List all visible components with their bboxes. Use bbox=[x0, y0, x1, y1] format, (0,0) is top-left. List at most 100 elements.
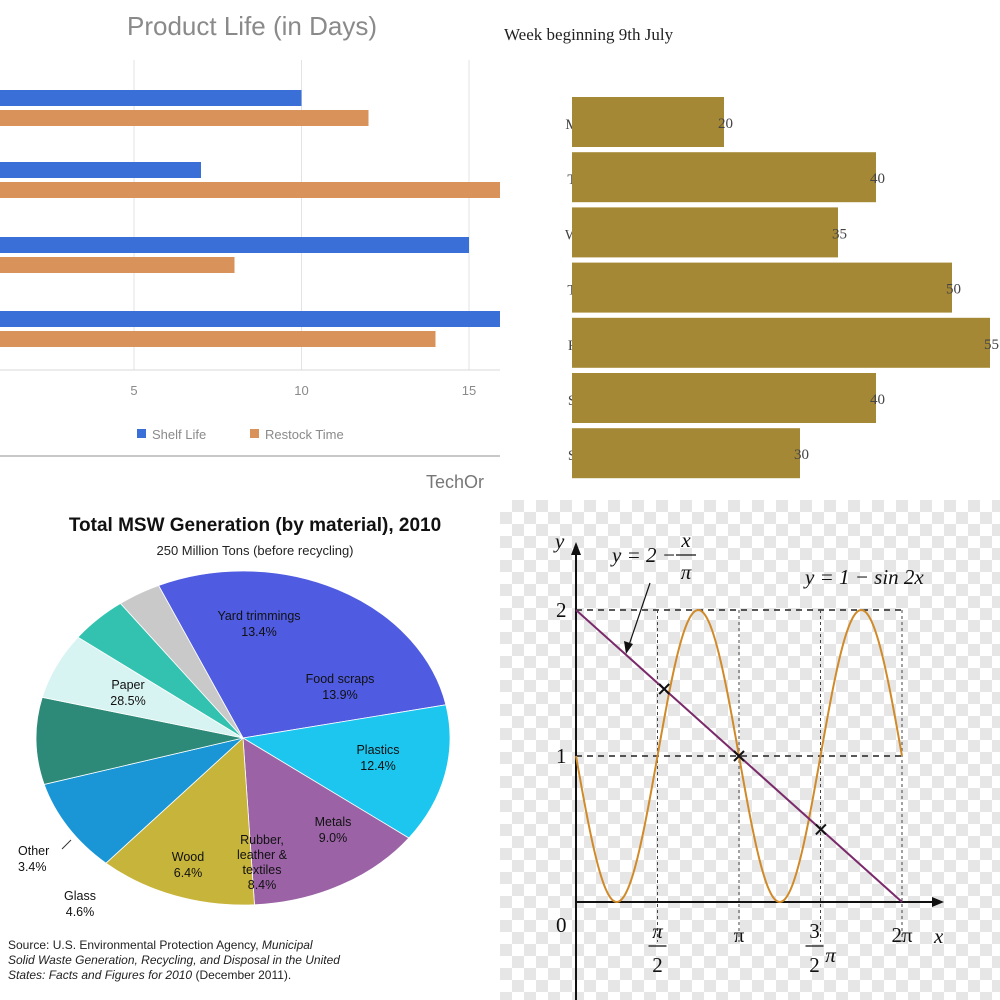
line-label-numerator: x bbox=[680, 528, 691, 552]
x-axis-arrow bbox=[932, 897, 944, 907]
source-suffix: (December 2011). bbox=[192, 968, 291, 982]
slice-label-line3: textiles bbox=[243, 863, 282, 877]
line-annotation: y = 2 − x π bbox=[610, 528, 696, 654]
x-tick-labels: 5 10 15 bbox=[130, 383, 476, 398]
slice-label: Metals bbox=[315, 815, 352, 829]
source-italic-1: Municipal bbox=[262, 938, 313, 952]
axes bbox=[571, 542, 944, 1000]
bar bbox=[572, 207, 838, 258]
bar bbox=[572, 97, 724, 147]
slice-label: Plastics bbox=[356, 743, 399, 757]
slice-percent: 3.4% bbox=[18, 860, 47, 874]
chart-subtitle: 250 Million Tons (before recycling) bbox=[156, 543, 353, 558]
data-label: 40 bbox=[870, 171, 885, 187]
legend-label-restock-time: Restock Time bbox=[265, 427, 344, 442]
pie-slice bbox=[241, 704, 451, 839]
line-label-main: y = 2 − bbox=[610, 543, 676, 567]
bar-shelf-life bbox=[0, 311, 500, 327]
credit-text: TechOr bbox=[426, 472, 484, 492]
x-tick-label-three-half-num: 3 bbox=[809, 919, 820, 943]
x-tick-label: 15 bbox=[462, 383, 476, 398]
product-life-svg: Product Life (in Days) 5 10 15 Shelf Life … bbox=[0, 11, 500, 492]
bar-shelf-life bbox=[0, 90, 302, 106]
bar-restock-time bbox=[0, 110, 369, 126]
slice-label: Glass bbox=[64, 889, 96, 903]
slice-label: Paper bbox=[111, 678, 144, 692]
data-label: 30 bbox=[794, 447, 809, 463]
slice-percent: 4.6% bbox=[66, 905, 95, 919]
chart-title: Product Life (in Days) bbox=[127, 11, 377, 41]
slice-percent: 12.4% bbox=[360, 759, 395, 773]
bar bbox=[572, 152, 876, 203]
bar-restock-time bbox=[0, 257, 235, 273]
pie-slice bbox=[35, 696, 244, 785]
slice-percent: 13.4% bbox=[241, 625, 276, 639]
x-tick-label-three-half-den: 2 bbox=[809, 953, 820, 977]
data-label: 55 bbox=[984, 337, 999, 353]
line-label-pointer bbox=[627, 582, 651, 649]
pie-slice bbox=[242, 737, 410, 906]
origin-label: 0 bbox=[556, 913, 567, 937]
slice-label: Other bbox=[18, 844, 49, 858]
slice-percent: 28.5% bbox=[110, 694, 145, 708]
pie-slice bbox=[158, 570, 447, 739]
chart-week-beginning: Week beginning 9th July MTWTFSS 20403550… bbox=[500, 0, 1000, 500]
bar bbox=[572, 262, 952, 313]
week-chart-svg: Week beginning 9th July MTWTFSS 20403550… bbox=[504, 25, 999, 479]
source-italic-2: Solid Waste Generation, Recycling, and D… bbox=[8, 953, 340, 967]
x-tick-label-two-pi: 2π bbox=[891, 923, 913, 947]
x-tick-label-pi: π bbox=[734, 923, 745, 947]
other-leader-line bbox=[61, 839, 72, 850]
data-label: 40 bbox=[870, 392, 885, 408]
data-labels: 20 40 35 50 55 40 30 bbox=[718, 116, 999, 463]
svg-text:Source: U.S. Environmental Pro: Source: U.S. Environmental Protection Ag… bbox=[8, 938, 313, 952]
bar bbox=[572, 317, 990, 368]
x-tick-label: 5 bbox=[130, 383, 137, 398]
bar-shelf-life bbox=[0, 237, 469, 253]
intersection-mark bbox=[658, 683, 670, 695]
legend-label-shelf-life: Shelf Life bbox=[152, 427, 206, 442]
source-note: Source: U.S. Environmental Protection Ag… bbox=[8, 938, 340, 982]
x-tick-label-pi-half-den: 2 bbox=[652, 953, 663, 977]
pie-slice bbox=[119, 585, 244, 739]
bar bbox=[572, 373, 876, 423]
chart-title: Total MSW Generation (by material), 2010 bbox=[69, 515, 441, 536]
legend: Shelf Life Restock Time bbox=[137, 427, 344, 442]
svg-text:States: Facts and Figures for: States: Facts and Figures for 2010 (Dece… bbox=[8, 968, 291, 982]
data-label: 50 bbox=[946, 282, 961, 298]
slice-percent: 13.9% bbox=[322, 688, 357, 702]
intersection-mark bbox=[815, 823, 827, 836]
slice-percent: 9.0% bbox=[319, 831, 348, 845]
data-label: 20 bbox=[718, 116, 733, 132]
y-tick-label: 2 bbox=[556, 598, 567, 622]
slice-percent: 8.4% bbox=[248, 878, 277, 892]
y-axis-label: y bbox=[553, 529, 565, 553]
data-label: 35 bbox=[832, 226, 847, 242]
bars bbox=[0, 90, 500, 347]
line-label-pointer-head bbox=[624, 641, 633, 654]
slice-label: Yard trimmings bbox=[217, 609, 300, 623]
pie-slice bbox=[105, 737, 255, 906]
bar-shelf-life bbox=[0, 162, 201, 178]
slice-label-line2: leather & bbox=[237, 848, 288, 862]
slice-label: Rubber, bbox=[240, 833, 284, 847]
pie-slice bbox=[43, 737, 245, 864]
y-axis-arrow bbox=[571, 542, 581, 555]
msw-pie-svg: Total MSW Generation (by material), 2010… bbox=[8, 515, 451, 982]
legend-swatch-restock-time bbox=[250, 429, 259, 438]
bar-restock-time bbox=[0, 331, 436, 347]
chart-product-life: Product Life (in Days) 5 10 15 Shelf Life … bbox=[0, 0, 500, 500]
x-tick-label-pi-half-num: π bbox=[652, 919, 663, 943]
slice-label: Food scraps bbox=[306, 672, 375, 686]
x-axis-label: x bbox=[933, 924, 944, 948]
slice-labels: Paper 28.5% Yard trimmings 13.4% Food scraps… bbox=[18, 609, 400, 919]
slice-percent: 6.4% bbox=[174, 866, 203, 880]
slice-label: Wood bbox=[172, 850, 204, 864]
bar bbox=[572, 428, 800, 479]
intersection-mark bbox=[733, 750, 745, 762]
intersection-marks bbox=[658, 683, 827, 836]
curve-label: y = 1 − sin 2x bbox=[803, 565, 924, 589]
y-tick-label: 1 bbox=[556, 744, 567, 768]
